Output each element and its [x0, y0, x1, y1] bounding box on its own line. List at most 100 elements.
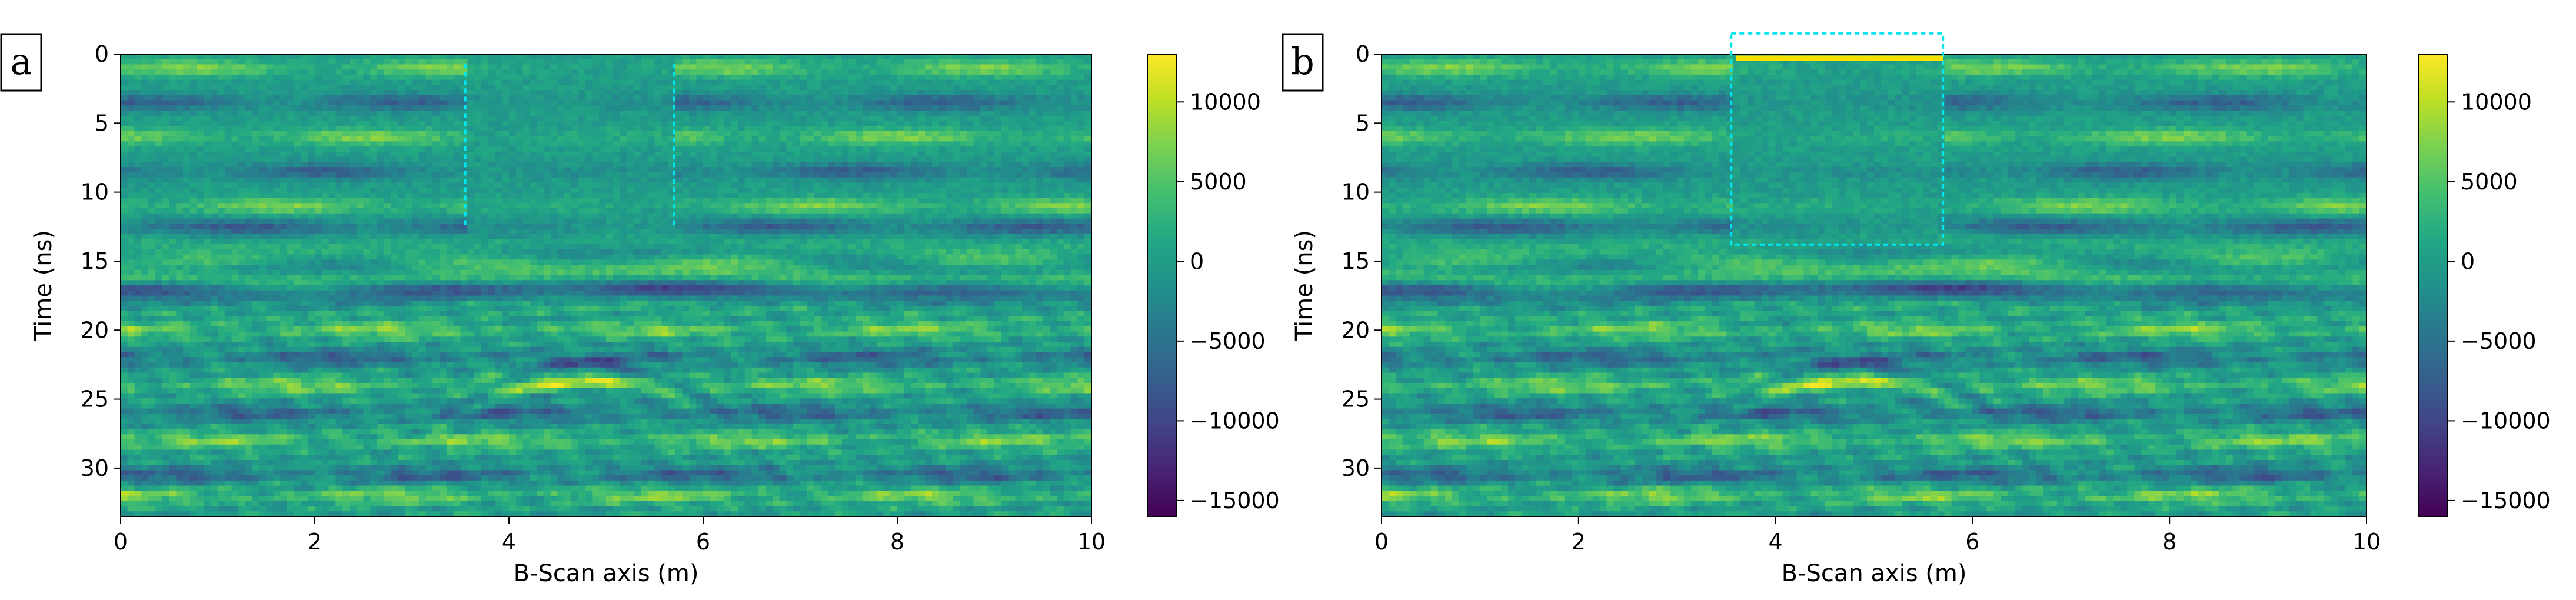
- heatmap-cell: [398, 126, 405, 131]
- heatmap-cell: [696, 214, 703, 219]
- heatmap-cell: [752, 214, 759, 219]
- heatmap-cell: [675, 172, 683, 178]
- heatmap-cell: [842, 105, 849, 111]
- heatmap-cell: [807, 126, 814, 131]
- heatmap-cell: [294, 193, 301, 198]
- heatmap-cell: [828, 229, 835, 234]
- heatmap-cell: [364, 224, 371, 229]
- heatmap-cell: [1022, 203, 1029, 208]
- heatmap-cell: [648, 80, 655, 85]
- heatmap-cell: [1015, 172, 1022, 178]
- heatmap-cell: [342, 75, 350, 80]
- heatmap-cell: [987, 136, 994, 142]
- heatmap-cell: [370, 80, 377, 85]
- heatmap-cell: [1077, 105, 1084, 111]
- heatmap-cell: [419, 121, 426, 126]
- heatmap-cell: [405, 178, 412, 183]
- heatmap-cell: [703, 75, 710, 80]
- heatmap-cell: [432, 136, 440, 142]
- heatmap-cell: [225, 64, 232, 69]
- heatmap-cell: [141, 105, 148, 111]
- heatmap-cell: [287, 193, 294, 198]
- heatmap-cell: [523, 95, 530, 101]
- heatmap-cell: [571, 162, 578, 167]
- heatmap-cell: [252, 116, 259, 121]
- heatmap-cell: [121, 203, 128, 208]
- heatmap-cell: [883, 193, 890, 198]
- heatmap-cell: [364, 157, 371, 162]
- heatmap-cell: [162, 214, 169, 219]
- heatmap-cell: [204, 80, 211, 85]
- heatmap-cell: [745, 203, 752, 208]
- heatmap-cell: [141, 54, 148, 59]
- heatmap-cell: [974, 214, 981, 219]
- heatmap-cell: [863, 162, 870, 167]
- heatmap-cell: [280, 152, 287, 157]
- heatmap-cell: [655, 136, 662, 142]
- heatmap-cell: [585, 116, 593, 121]
- heatmap-cell: [821, 95, 828, 101]
- heatmap-cell: [294, 85, 301, 90]
- heatmap-cell: [190, 214, 197, 219]
- heatmap-cell: [1009, 203, 1016, 208]
- heatmap-cell: [849, 188, 856, 193]
- heatmap-cell: [634, 116, 641, 121]
- heatmap-cell: [128, 90, 135, 95]
- heatmap-cell: [731, 198, 738, 204]
- heatmap-cell: [530, 203, 537, 208]
- heatmap-cell: [835, 95, 842, 101]
- heatmap-cell: [364, 121, 371, 126]
- heatmap-cell: [377, 203, 384, 208]
- heatmap-cell: [592, 54, 599, 59]
- heatmap-cell: [488, 208, 495, 214]
- heatmap-cell: [745, 54, 752, 59]
- heatmap-cell: [558, 152, 565, 157]
- heatmap-cell: [308, 126, 315, 131]
- heatmap-cell: [267, 59, 274, 65]
- heatmap-cell: [752, 229, 759, 234]
- heatmap-cell: [717, 229, 724, 234]
- heatmap-cell: [502, 172, 509, 178]
- heatmap-cell: [634, 224, 641, 229]
- heatmap-cell: [301, 193, 308, 198]
- heatmap-cell: [197, 229, 204, 234]
- heatmap-cell: [238, 193, 245, 198]
- heatmap-cell: [377, 146, 384, 152]
- heatmap-cell: [1050, 172, 1057, 178]
- heatmap-cell: [509, 229, 516, 234]
- heatmap-cell: [488, 90, 495, 95]
- heatmap-cell: [280, 198, 287, 204]
- heatmap-cell: [641, 188, 648, 193]
- heatmap-cell: [267, 90, 274, 95]
- heatmap-cell: [1015, 157, 1022, 162]
- heatmap-cell: [613, 229, 620, 234]
- heatmap-cell: [1057, 188, 1064, 193]
- heatmap-cell: [564, 234, 571, 239]
- heatmap-cell: [1009, 141, 1016, 146]
- heatmap-cell: [738, 136, 745, 142]
- heatmap-cell: [571, 214, 578, 219]
- heatmap-cell: [204, 218, 211, 224]
- heatmap-cell: [467, 105, 474, 111]
- heatmap-cell: [454, 126, 461, 131]
- heatmap-cell: [1009, 229, 1016, 234]
- heatmap-cell: [752, 105, 759, 111]
- heatmap-cell: [821, 229, 828, 234]
- heatmap-cell: [883, 162, 890, 167]
- heatmap-cell: [1084, 162, 1091, 167]
- heatmap-cell: [342, 218, 350, 224]
- heatmap-cell: [821, 193, 828, 198]
- heatmap-cell: [661, 90, 668, 95]
- heatmap-cell: [232, 178, 239, 183]
- heatmap-cell: [1009, 69, 1016, 75]
- heatmap-cell: [925, 121, 932, 126]
- heatmap-cell: [1029, 141, 1036, 146]
- heatmap-cell: [412, 126, 419, 131]
- heatmap-cell: [357, 224, 364, 229]
- heatmap-cell: [904, 95, 911, 101]
- heatmap-cell: [301, 203, 308, 208]
- heatmap-cell: [571, 203, 578, 208]
- heatmap-cell: [398, 54, 405, 59]
- heatmap-cell: [939, 69, 946, 75]
- heatmap-cell: [218, 85, 225, 90]
